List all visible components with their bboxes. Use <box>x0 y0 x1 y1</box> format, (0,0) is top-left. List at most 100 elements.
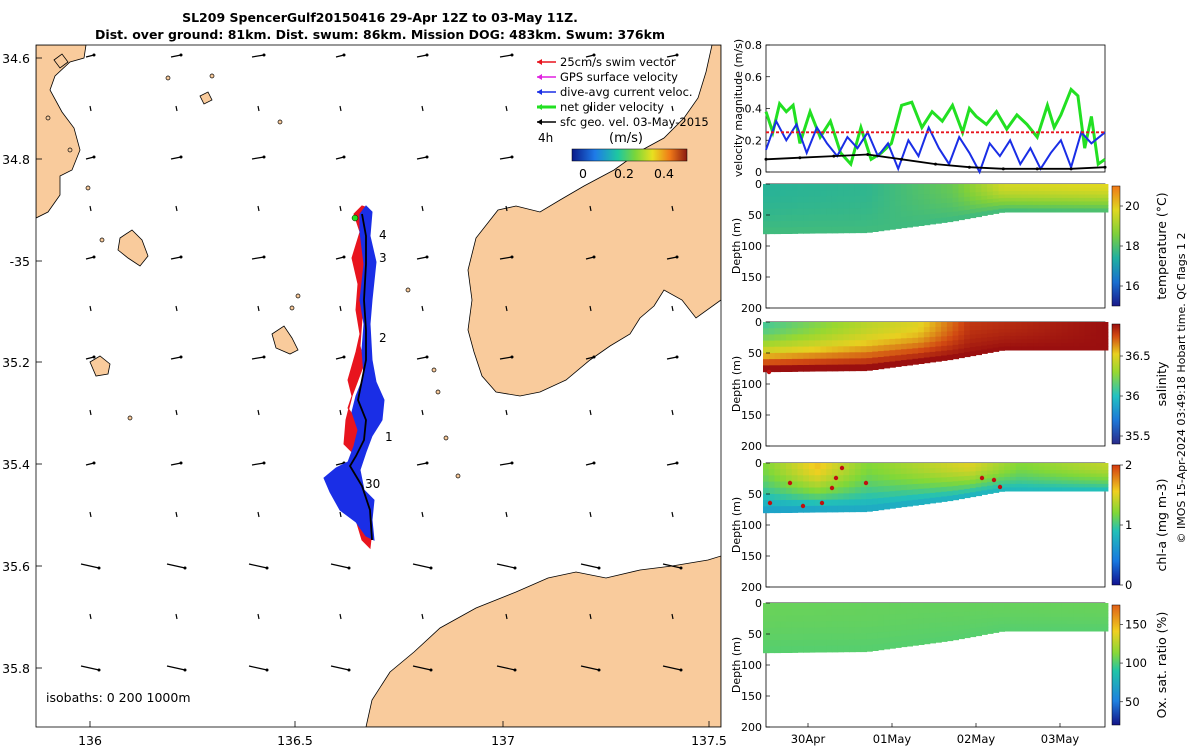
profile-cell <box>1067 208 1074 213</box>
profile-cell <box>1033 208 1040 213</box>
profile-cell <box>1096 332 1103 337</box>
profile-cell <box>952 197 959 203</box>
profile-cell <box>935 632 942 638</box>
profile-cell <box>883 485 891 493</box>
profile-y-tick-label: 150 <box>741 409 762 422</box>
profile-cell <box>1073 204 1080 209</box>
profile-cell <box>975 483 982 488</box>
profile-cell <box>1061 610 1069 615</box>
geo-vector-head <box>179 155 183 159</box>
geo-vector-head <box>262 53 266 57</box>
profile-cell <box>803 352 810 360</box>
profile-cell <box>1056 476 1063 481</box>
profile-cell <box>975 350 982 356</box>
profile-cell <box>929 603 936 609</box>
profile-cell <box>797 621 804 629</box>
land-island-d <box>199 91 213 105</box>
profile-cell <box>774 475 781 483</box>
profile-cell <box>1056 194 1063 199</box>
profile-cell <box>872 644 879 651</box>
profile-cell <box>1067 191 1074 196</box>
profile-cell <box>843 322 850 329</box>
profile-cell <box>952 463 959 469</box>
profile-cell <box>763 463 770 470</box>
profile-cell <box>987 187 994 193</box>
profile-cell <box>820 214 827 222</box>
profile-cell <box>923 493 931 500</box>
profile-cell <box>866 493 873 500</box>
geo-vector <box>251 256 265 260</box>
geo-vector-head <box>262 155 266 159</box>
profile-cell <box>860 322 868 329</box>
profile-cell <box>952 635 959 641</box>
profile-cell <box>912 199 919 206</box>
profile-cell <box>843 621 850 628</box>
land-islet <box>165 75 171 81</box>
profile-cell <box>866 226 873 233</box>
profile-cell <box>1033 606 1040 611</box>
profile-cell <box>837 352 845 360</box>
profile-cell <box>1021 204 1028 209</box>
profile-cell <box>958 348 965 354</box>
profile-cell <box>883 497 891 504</box>
profile-cell <box>941 355 948 361</box>
profile-cell <box>889 463 896 470</box>
profile-cell <box>1079 342 1086 347</box>
profile-cell <box>900 332 908 339</box>
profile-cell <box>918 327 925 333</box>
profile-cell <box>1084 613 1092 618</box>
profile-cell <box>774 500 781 507</box>
profile-cell <box>786 196 793 204</box>
profile-colorbar-tick-label: 0 <box>1125 578 1132 592</box>
profile-cell <box>918 639 925 645</box>
profile-cell <box>964 463 971 468</box>
profile-cell <box>1050 191 1057 196</box>
geo-vector-head <box>425 155 429 159</box>
profile-cell <box>809 334 816 341</box>
profile-cell <box>1096 466 1103 471</box>
profile-cell <box>1090 332 1097 337</box>
profile-cell <box>1067 339 1074 344</box>
profile-cell <box>866 328 873 335</box>
profile-cell <box>906 338 913 345</box>
profile-cell <box>837 615 845 622</box>
profile-cell <box>946 477 954 483</box>
profile-cell <box>872 486 879 494</box>
geo-vector <box>339 205 342 212</box>
profile-cell <box>929 637 936 644</box>
profile-cell <box>854 505 862 513</box>
profile-cell <box>763 196 770 204</box>
chl-qc-flag-point <box>767 500 773 506</box>
profile-cell <box>1044 194 1051 199</box>
profile-cell <box>797 184 804 191</box>
profile-cell <box>1090 623 1097 628</box>
profile-cell <box>1061 184 1069 189</box>
profile-cell <box>981 187 988 193</box>
profile-cell <box>1027 620 1034 625</box>
profile-cell <box>923 638 931 645</box>
profile-cell <box>1015 620 1023 625</box>
profile-cell <box>895 222 902 229</box>
profile-cell <box>1090 613 1097 618</box>
geo-vector <box>257 305 260 312</box>
profile-cell <box>866 463 873 470</box>
geo-vector-head <box>92 155 96 159</box>
land-island-e <box>53 53 69 69</box>
profile-cell <box>1021 208 1028 213</box>
profile-cell <box>1084 335 1092 340</box>
profile-cell <box>866 639 873 646</box>
profile-cell <box>923 209 931 216</box>
profile-cell <box>998 477 1005 482</box>
profile-cell <box>849 334 856 341</box>
profile-cell <box>998 473 1005 478</box>
profile-cell <box>1073 487 1080 492</box>
profile-cell <box>768 184 776 191</box>
profile-cell <box>797 615 804 622</box>
track-day-label-30: 30 <box>365 477 380 491</box>
profile-cell <box>975 463 982 468</box>
profile-cell <box>797 493 804 501</box>
profile-cell <box>1079 610 1086 615</box>
profile-cell <box>935 184 942 190</box>
profile-cell <box>831 499 839 507</box>
